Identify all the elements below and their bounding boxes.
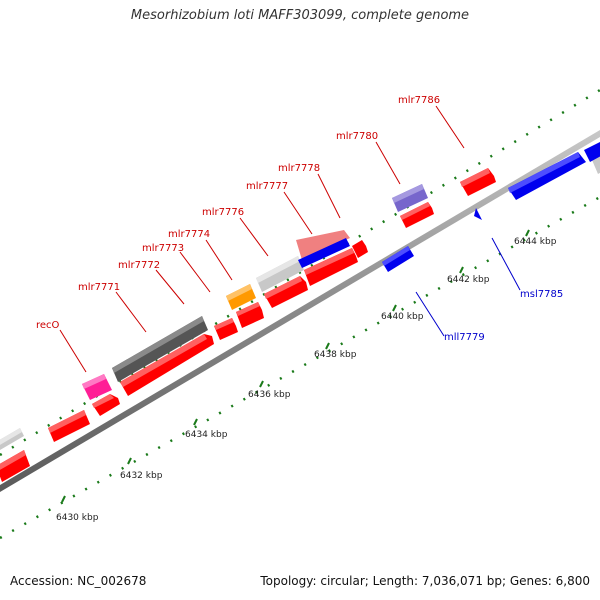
leader-line [491,237,521,291]
gene-arrow[interactable] [592,150,600,174]
gene-arrow-mlr7777[interactable] [304,248,358,286]
gene-label: mlr7786 [398,95,440,106]
gene-arrow[interactable] [584,140,600,162]
gene-arrow-mlr7776[interactable] [256,256,304,292]
gene-arrow-mlr7786[interactable] [460,168,496,196]
gene-label: mlr7780 [336,131,378,142]
leader-line [59,329,87,373]
gene-arrow-recO[interactable] [82,374,112,400]
gene-label: mlr7772 [118,260,160,271]
leader-line [375,141,401,185]
genome-summary-text: Topology: circular; Length: 7,036,071 bp… [260,574,590,588]
gene-arrow-mlr7780[interactable] [392,184,428,212]
ruler-label: 6430 kbp [56,513,99,523]
leader-line [317,173,341,219]
gene-label: mlr7776 [202,207,244,218]
ruler-major-tick [61,495,66,503]
gene-arrow-mlr7771[interactable] [112,316,208,382]
ruler-label: 6440 kbp [381,312,424,322]
forward-genes [0,150,600,482]
ruler-major-tick [259,380,264,388]
leader-line [179,251,211,293]
gene-arrow-mlr7772[interactable] [120,334,214,396]
ruler-label: 6444 kbp [514,237,557,247]
gene-arrow-mll7779[interactable] [382,246,414,272]
ruler-major-tick [392,304,397,312]
backbone-band [0,130,600,492]
outer-ruler [0,88,600,457]
ruler-major-tick [193,418,198,426]
gene-arrow[interactable] [92,394,120,416]
ruler-label: 6436 kbp [248,390,291,400]
gene-label: mlr7771 [78,282,120,293]
gene-label: mlr7778 [278,163,320,174]
leader-line [415,291,445,337]
gene-label: recO [36,320,60,331]
ruler-major-tick [525,229,530,237]
gene-arrow-mlr7778[interactable] [296,230,350,268]
ruler-label: 6442 kbp [447,275,490,285]
leader-lines [59,105,521,373]
gene-arrow[interactable] [0,428,24,450]
gene-label: mlr7777 [246,181,288,192]
ruler-label: 6434 kbp [185,430,228,440]
map-title: Mesorhizobium loti MAFF303099, complete … [130,8,470,23]
leader-line [205,239,233,281]
leader-line [115,291,147,333]
gene-labels: recO mlr7771 mlr7772 mlr7773 mlr7774 mlr… [36,95,563,343]
gene-label: mll7779 [444,332,485,343]
gene-arrow-mlr7773[interactable] [214,318,238,340]
leader-line [283,191,313,235]
accession-text: Accession: NC_002678 [10,574,147,588]
ruler-label: 6432 kbp [120,471,163,481]
gene-arrow[interactable] [352,240,368,258]
gene-arrow[interactable] [508,152,586,200]
gene-arrow[interactable] [0,450,30,482]
gene-arrow-mlr7774[interactable] [226,284,256,310]
gene-arrow[interactable] [264,276,308,308]
reverse-genes [382,140,600,272]
gene-arrow-msl7785[interactable] [474,208,482,220]
gene-arrow[interactable] [400,202,434,228]
gene-arrow[interactable] [236,302,264,328]
leader-line [155,269,185,305]
gene-label: mlr7774 [168,229,210,240]
gene-label: mlr7773 [142,243,184,254]
gene-arrow[interactable] [48,410,90,442]
gene-label: msl7785 [520,289,563,300]
ruler-major-tick [325,342,330,350]
ruler-major-tick [127,457,132,465]
leader-line [239,217,269,257]
ruler-label: 6438 kbp [314,350,357,360]
leader-line [435,105,465,149]
outer-ruler-dots [0,88,600,457]
genome-backbone [0,130,600,492]
ruler-major-tick [459,266,464,274]
